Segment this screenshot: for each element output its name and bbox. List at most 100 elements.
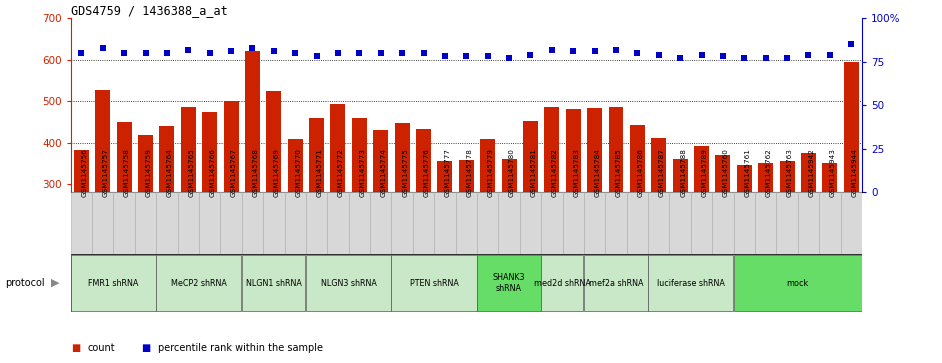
Text: GSM1145758: GSM1145758: [124, 148, 130, 197]
Text: GSM1145761: GSM1145761: [744, 148, 751, 197]
Bar: [199, 192, 220, 254]
Text: GSM1145772: GSM1145772: [338, 148, 344, 197]
Point: [351, 50, 366, 56]
Bar: [242, 255, 305, 311]
Bar: [287, 139, 302, 192]
Text: GSM1145943: GSM1145943: [830, 148, 836, 197]
Text: NLGN1 shRNA: NLGN1 shRNA: [246, 279, 301, 287]
Bar: [456, 192, 477, 254]
Text: GDS4759 / 1436388_a_at: GDS4759 / 1436388_a_at: [71, 4, 227, 17]
Bar: [156, 255, 241, 311]
Text: GSM1145778: GSM1145778: [466, 148, 472, 197]
Bar: [840, 192, 862, 254]
Bar: [392, 192, 413, 254]
Bar: [737, 166, 752, 192]
Text: NLGN3 shRNA: NLGN3 shRNA: [320, 279, 377, 287]
Text: GSM1145759: GSM1145759: [145, 148, 152, 197]
Text: GSM1145771: GSM1145771: [317, 148, 322, 197]
Bar: [138, 135, 153, 192]
Text: SHANK3
shRNA: SHANK3 shRNA: [493, 273, 526, 293]
Text: GSM1145777: GSM1145777: [445, 148, 451, 197]
Point: [630, 50, 645, 56]
Point: [651, 52, 666, 58]
Text: mef2a shRNA: mef2a shRNA: [589, 279, 643, 287]
Bar: [284, 192, 306, 254]
Bar: [306, 192, 327, 254]
Bar: [715, 155, 730, 192]
Point: [203, 50, 218, 56]
Bar: [434, 192, 456, 254]
Text: ■: ■: [71, 343, 80, 354]
Bar: [159, 126, 174, 192]
Point: [117, 50, 132, 56]
Bar: [480, 139, 495, 192]
Bar: [822, 163, 837, 192]
Text: GSM1145789: GSM1145789: [702, 148, 707, 197]
Bar: [71, 192, 92, 254]
Bar: [331, 104, 346, 192]
Bar: [523, 121, 538, 192]
Point: [181, 46, 196, 52]
Bar: [562, 192, 584, 254]
Bar: [734, 255, 862, 311]
Bar: [413, 192, 434, 254]
Text: FMR1 shRNA: FMR1 shRNA: [89, 279, 138, 287]
Point: [737, 55, 752, 61]
Bar: [117, 122, 132, 192]
Point: [437, 54, 452, 60]
Bar: [181, 106, 196, 192]
Point: [801, 52, 816, 58]
Point: [159, 50, 174, 56]
Bar: [267, 91, 282, 192]
Point: [523, 52, 538, 58]
Bar: [544, 106, 560, 192]
Bar: [477, 255, 541, 311]
Text: percentile rank within the sample: percentile rank within the sample: [158, 343, 323, 354]
Bar: [459, 160, 474, 192]
Point: [395, 50, 410, 56]
Bar: [95, 90, 110, 192]
Point: [373, 50, 388, 56]
Bar: [113, 192, 135, 254]
Text: GSM1145780: GSM1145780: [509, 148, 515, 197]
Bar: [584, 192, 606, 254]
Text: GSM1145776: GSM1145776: [424, 148, 430, 197]
Text: GSM1145781: GSM1145781: [530, 148, 536, 197]
Text: GSM1145770: GSM1145770: [295, 148, 301, 197]
Bar: [71, 255, 155, 311]
Text: count: count: [88, 343, 115, 354]
Bar: [395, 123, 410, 192]
Bar: [203, 112, 218, 192]
Bar: [606, 192, 626, 254]
Bar: [437, 161, 452, 192]
Text: GSM1145760: GSM1145760: [723, 148, 729, 197]
Point: [287, 50, 302, 56]
Bar: [734, 192, 755, 254]
Text: GSM1145783: GSM1145783: [574, 148, 579, 197]
Bar: [758, 163, 773, 192]
Bar: [373, 130, 388, 192]
Text: GSM1145768: GSM1145768: [252, 148, 258, 197]
Bar: [501, 159, 516, 192]
Point: [780, 55, 795, 61]
Bar: [630, 125, 645, 192]
Text: GSM1145779: GSM1145779: [488, 148, 494, 197]
Text: MeCP2 shRNA: MeCP2 shRNA: [171, 279, 227, 287]
Text: GSM1145775: GSM1145775: [402, 148, 408, 197]
Bar: [609, 106, 624, 192]
Bar: [626, 192, 648, 254]
Text: GSM1145788: GSM1145788: [680, 148, 686, 197]
Text: GSM1145774: GSM1145774: [381, 148, 387, 197]
Point: [587, 48, 602, 54]
Bar: [220, 192, 242, 254]
Bar: [242, 192, 263, 254]
Point: [223, 48, 238, 54]
Point: [459, 54, 474, 60]
Bar: [73, 150, 89, 192]
Point: [416, 50, 431, 56]
Text: GSM1145756: GSM1145756: [81, 148, 88, 197]
Bar: [776, 192, 798, 254]
Bar: [584, 255, 648, 311]
Bar: [309, 118, 324, 192]
Bar: [520, 192, 541, 254]
